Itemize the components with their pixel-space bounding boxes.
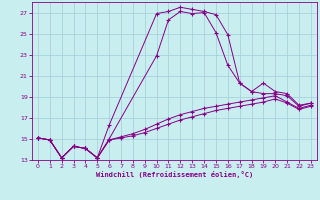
X-axis label: Windchill (Refroidissement éolien,°C): Windchill (Refroidissement éolien,°C): [96, 171, 253, 178]
